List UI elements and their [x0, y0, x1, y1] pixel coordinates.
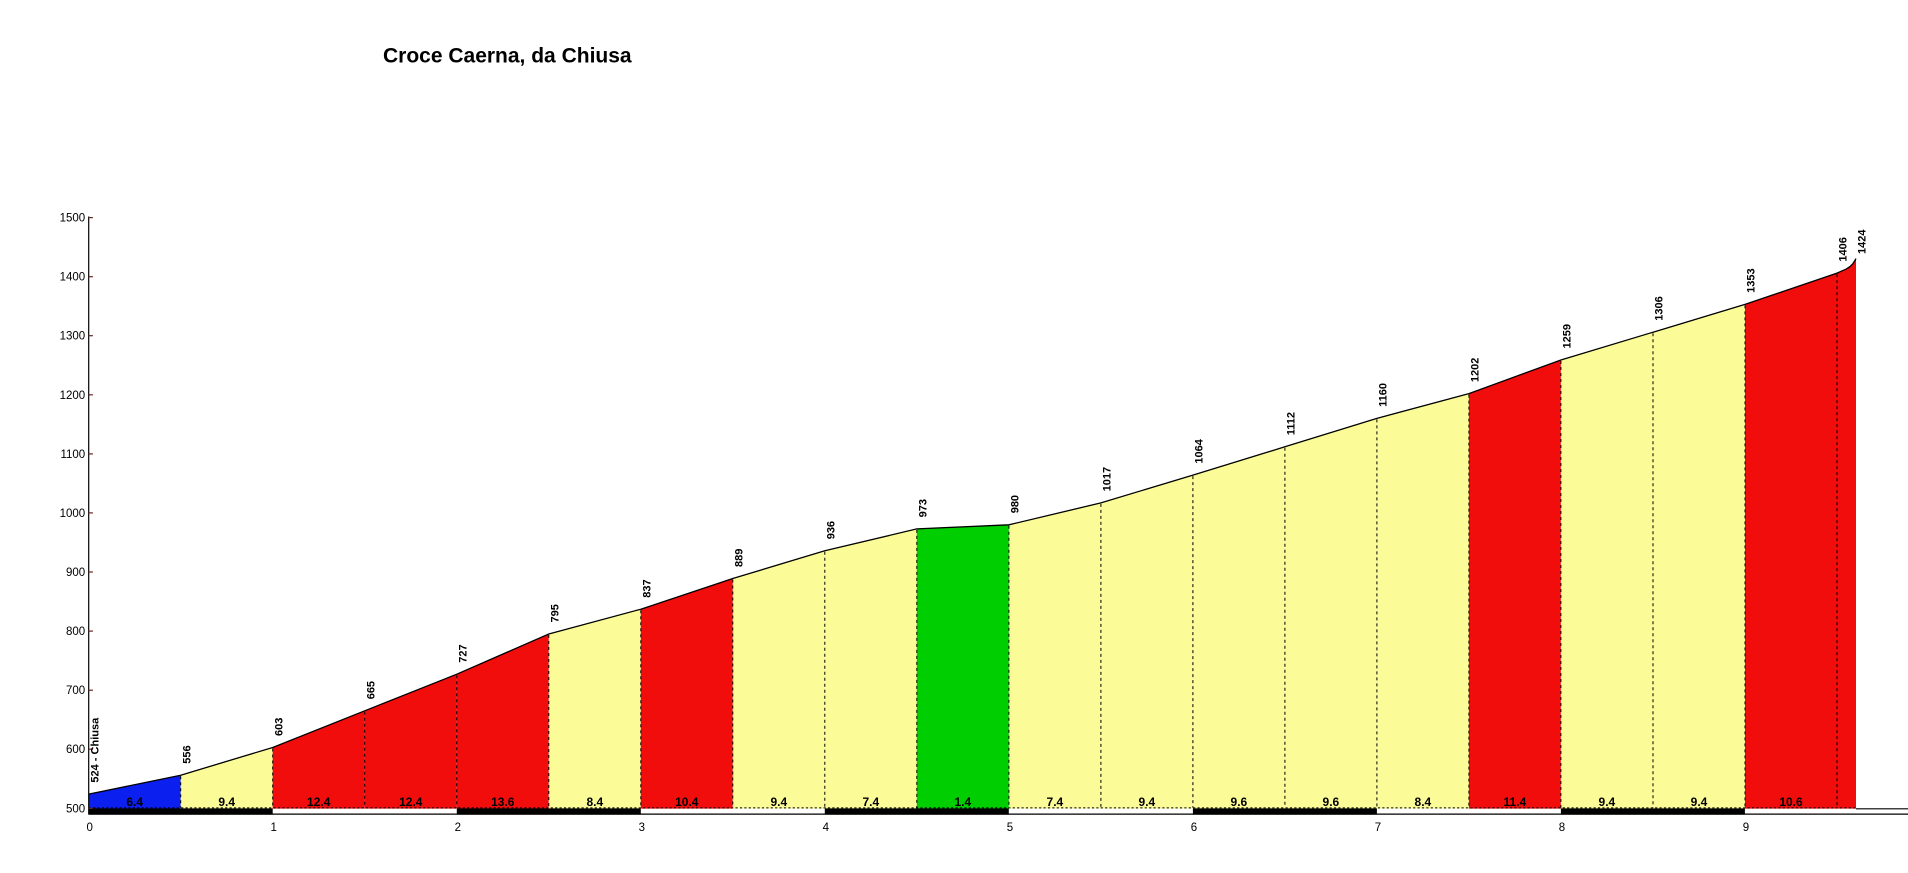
svg-text:9.4: 9.4 — [1139, 795, 1156, 809]
svg-text:6.4: 6.4 — [126, 795, 143, 809]
svg-text:603: 603 — [273, 718, 285, 736]
svg-text:1424: 1424 — [1857, 229, 1869, 254]
svg-text:600: 600 — [66, 744, 85, 756]
svg-text:936: 936 — [825, 521, 837, 539]
svg-text:0: 0 — [86, 822, 92, 834]
svg-text:900: 900 — [66, 567, 85, 579]
svg-text:9.6: 9.6 — [1323, 795, 1340, 809]
svg-text:1: 1 — [270, 822, 276, 834]
svg-text:5: 5 — [1007, 822, 1013, 834]
svg-text:1306: 1306 — [1654, 296, 1666, 320]
svg-text:2: 2 — [455, 822, 461, 834]
svg-text:1259: 1259 — [1562, 324, 1574, 348]
svg-text:1112: 1112 — [1286, 412, 1298, 435]
svg-text:524 - Chiusa: 524 - Chiusa — [89, 717, 101, 783]
svg-text:500: 500 — [66, 803, 85, 815]
svg-text:889: 889 — [733, 549, 745, 567]
svg-text:1300: 1300 — [60, 331, 86, 343]
svg-text:9.4: 9.4 — [218, 795, 235, 809]
svg-text:727: 727 — [457, 644, 469, 662]
svg-text:980: 980 — [1010, 495, 1022, 513]
svg-text:837: 837 — [641, 579, 653, 597]
svg-text:12.4: 12.4 — [399, 795, 423, 809]
svg-text:Croce Caerna, da Chiusa: Croce Caerna, da Chiusa — [383, 45, 632, 68]
svg-text:1.4: 1.4 — [954, 795, 971, 809]
svg-text:9.4: 9.4 — [1691, 795, 1708, 809]
svg-text:556: 556 — [181, 745, 193, 763]
svg-text:6: 6 — [1191, 822, 1197, 834]
svg-text:665: 665 — [365, 681, 377, 699]
svg-text:9.4: 9.4 — [1599, 795, 1616, 809]
svg-text:10.4: 10.4 — [675, 795, 699, 809]
svg-text:10.6: 10.6 — [1779, 795, 1803, 809]
svg-text:1064: 1064 — [1194, 438, 1206, 463]
svg-text:11.4: 11.4 — [1504, 795, 1527, 809]
svg-text:1100: 1100 — [60, 449, 85, 461]
svg-text:1000: 1000 — [60, 508, 86, 520]
svg-text:1500: 1500 — [60, 213, 86, 225]
svg-text:7.4: 7.4 — [1047, 795, 1064, 809]
svg-text:1353: 1353 — [1746, 268, 1758, 292]
svg-text:1160: 1160 — [1378, 383, 1390, 407]
svg-text:9.4: 9.4 — [770, 795, 787, 809]
svg-text:9.6: 9.6 — [1231, 795, 1248, 809]
svg-text:13.6: 13.6 — [491, 795, 515, 809]
svg-text:7: 7 — [1375, 822, 1381, 834]
svg-text:1406: 1406 — [1838, 237, 1850, 261]
svg-text:1202: 1202 — [1470, 358, 1482, 382]
svg-text:7.4: 7.4 — [862, 795, 879, 809]
svg-text:9: 9 — [1743, 822, 1749, 834]
svg-text:973: 973 — [917, 499, 929, 517]
svg-text:4: 4 — [823, 822, 830, 834]
svg-text:8.4: 8.4 — [1415, 795, 1432, 809]
svg-text:1200: 1200 — [60, 390, 86, 402]
svg-text:800: 800 — [66, 626, 85, 638]
svg-text:8.4: 8.4 — [586, 795, 603, 809]
svg-text:1017: 1017 — [1102, 467, 1114, 491]
svg-text:12.4: 12.4 — [307, 795, 331, 809]
svg-text:795: 795 — [549, 604, 561, 622]
svg-text:1400: 1400 — [60, 272, 86, 284]
svg-text:8: 8 — [1559, 822, 1565, 834]
svg-text:700: 700 — [66, 685, 85, 697]
svg-text:3: 3 — [639, 822, 645, 834]
